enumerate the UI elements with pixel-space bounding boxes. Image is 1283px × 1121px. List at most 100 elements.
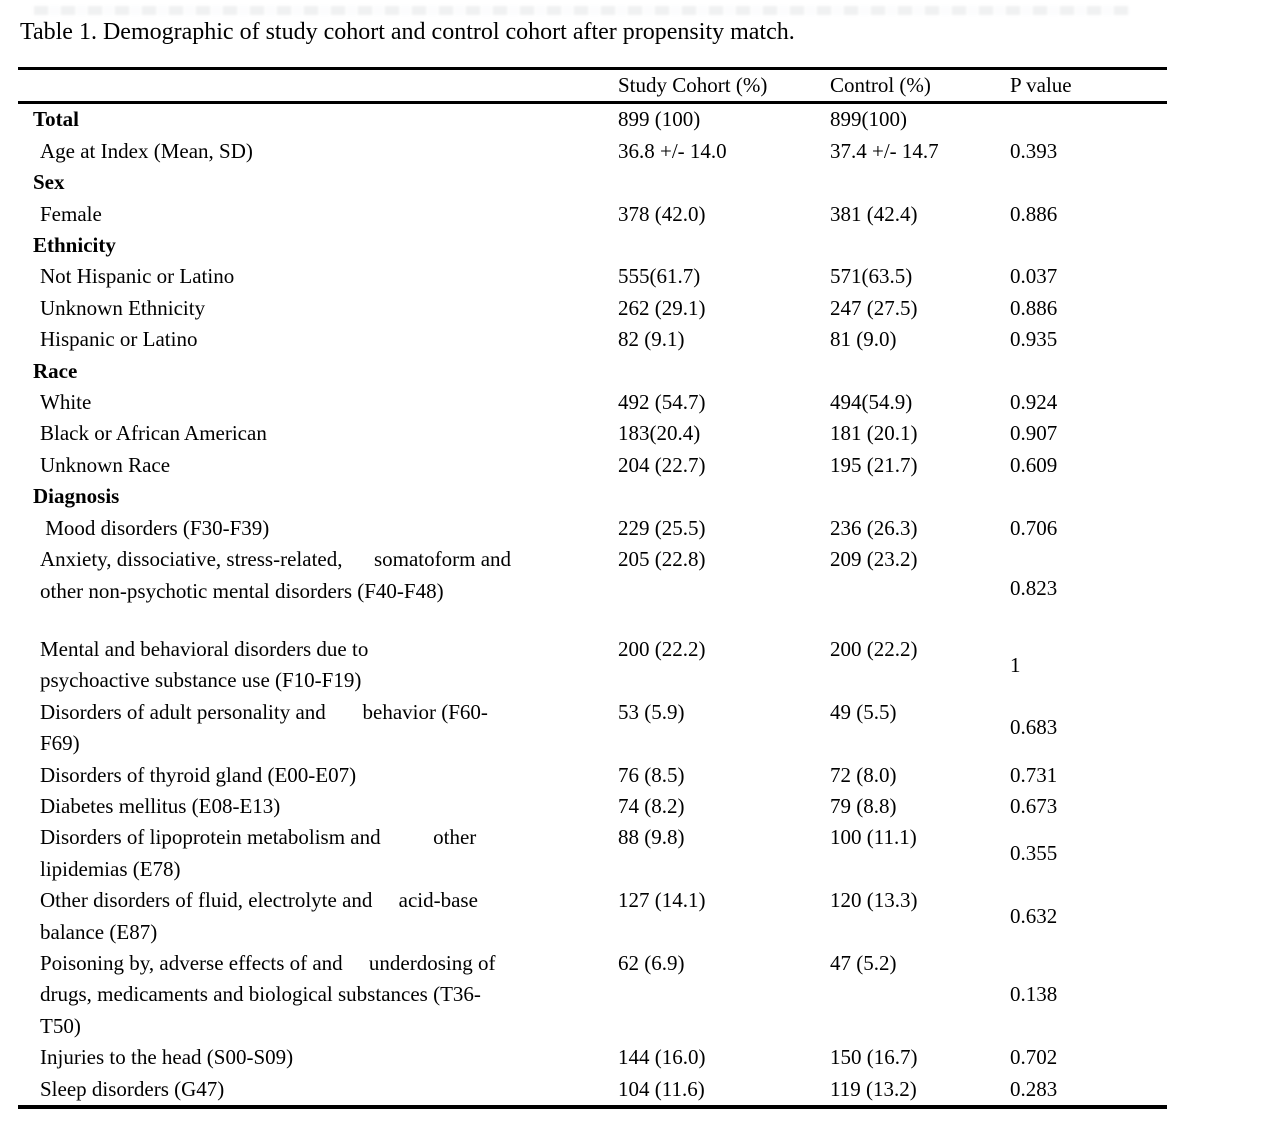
- p-value: 0.609: [1010, 452, 1058, 477]
- p-value: 1: [1010, 652, 1021, 677]
- control-value: 81 (9.0): [830, 327, 897, 352]
- p-value: 0.935: [1010, 327, 1058, 352]
- control-value: 79 (8.8): [830, 793, 897, 818]
- row-label: Mood disorders (F30-F39): [40, 515, 270, 540]
- control-value: 181 (20.1): [830, 421, 918, 446]
- p-value: 0.393: [1010, 138, 1058, 163]
- p-value: 0.886: [1010, 295, 1058, 320]
- table-row: Other disorders of fluid, electrolyte an…: [18, 885, 1167, 948]
- table-row: Disorders of lipoprotein metabolism and …: [18, 822, 1167, 885]
- row-label: White: [40, 390, 92, 415]
- p-value: [1010, 356, 1167, 387]
- row-label: Not Hispanic or Latino: [40, 264, 235, 289]
- table-row: Mood disorders (F30-F39) 229 (25.5) 236 (2…: [18, 513, 1167, 544]
- table-row: Diagnosis: [18, 481, 1167, 512]
- study-value: 74 (8.2): [618, 793, 685, 818]
- table-row: Disorders of adult personality and behav…: [18, 697, 1167, 760]
- table-row: Total 899 (100) 899(100): [18, 103, 1167, 136]
- row-label: Disorders of adult personality and behav…: [40, 699, 488, 756]
- p-value: [1010, 481, 1167, 512]
- table-row: Black or African American 183(20.4) 181 (2…: [18, 418, 1167, 449]
- table-row: Injuries to the head (S00-S09) 144 (16.0)…: [18, 1042, 1167, 1073]
- p-value: 0.673: [1010, 793, 1058, 818]
- p-value: 0.683: [1010, 715, 1058, 740]
- control-value: 47 (5.2): [830, 950, 897, 975]
- study-value: 104 (11.6): [618, 1076, 705, 1101]
- study-value: [618, 230, 830, 261]
- row-label: Disorders of thyroid gland (E00-E07): [40, 762, 357, 787]
- p-value: 0.886: [1010, 201, 1058, 226]
- study-value: [618, 356, 830, 387]
- scan-artifact: [34, 6, 1129, 15]
- row-label: Sex: [33, 170, 65, 195]
- header-p-value: P value: [1010, 73, 1072, 97]
- study-value: 899 (100): [618, 107, 701, 132]
- control-value: 37.4 +/- 14.7: [830, 138, 939, 163]
- study-value: 555(61.7): [618, 264, 701, 289]
- row-label: Unknown Race: [40, 452, 171, 477]
- study-value: 127 (14.1): [618, 888, 706, 913]
- p-value: 0.706: [1010, 515, 1058, 540]
- study-value: 88 (9.8): [618, 825, 685, 850]
- control-value: 200 (22.2): [830, 636, 918, 661]
- row-label: Female: [40, 201, 102, 226]
- table-row: Sleep disorders (G47) 104 (11.6) 119 (13.2…: [18, 1074, 1167, 1107]
- control-value: 571(63.5): [830, 264, 913, 289]
- table-row: Age at Index (Mean, SD) 36.8 +/- 14.0 37.4…: [18, 136, 1167, 167]
- study-value: 229 (25.5): [618, 515, 706, 540]
- p-value: [1010, 103, 1167, 136]
- p-value: 0.138: [1010, 982, 1058, 1007]
- study-value: 200 (22.2): [618, 636, 706, 661]
- table-header: Study Cohort (%) Control (%) P value: [18, 68, 1167, 103]
- row-label: Total: [33, 107, 79, 132]
- table-row: Female 378 (42.0) 381 (42.4) 0.886: [18, 199, 1167, 230]
- table-row: Poisoning by, adverse effects of and und…: [18, 948, 1167, 1042]
- study-value: 144 (16.0): [618, 1045, 706, 1070]
- study-value: 36.8 +/- 14.0: [618, 138, 727, 163]
- study-value: 492 (54.7): [618, 390, 706, 415]
- p-value: [1010, 230, 1167, 261]
- p-value: 0.355: [1010, 841, 1058, 866]
- table-row: Race: [18, 356, 1167, 387]
- p-value: 0.037: [1010, 264, 1058, 289]
- control-value: [830, 230, 1010, 261]
- p-value: 0.632: [1010, 903, 1058, 928]
- row-label: Disorders of lipoprotein metabolism and …: [40, 825, 477, 881]
- study-value: 62 (6.9): [618, 950, 685, 975]
- control-value: 120 (13.3): [830, 888, 918, 913]
- header-control: Control (%): [830, 73, 931, 97]
- control-value: 119 (13.2): [830, 1076, 917, 1101]
- row-label: Anxiety, dissociative, stress-related, s…: [40, 547, 512, 603]
- row-label: Black or African American: [40, 421, 267, 446]
- control-value: 247 (27.5): [830, 295, 918, 320]
- study-value: [618, 167, 830, 198]
- table-row: Not Hispanic or Latino 555(61.7) 571(63.5)…: [18, 261, 1167, 292]
- p-value: 0.731: [1010, 762, 1058, 787]
- study-value: 204 (22.7): [618, 452, 706, 477]
- p-value: 0.283: [1010, 1076, 1058, 1101]
- table-row: Unknown Ethnicity 262 (29.1) 247 (27.5) 0.8…: [18, 293, 1167, 324]
- control-value: 100 (11.1): [830, 825, 917, 850]
- table-row: Anxiety, dissociative, stress-related, s…: [18, 544, 1167, 634]
- study-value: 82 (9.1): [618, 327, 685, 352]
- table-row: Diabetes mellitus (E08-E13) 74 (8.2) 79 (8…: [18, 791, 1167, 822]
- row-label: Ethnicity: [33, 233, 116, 258]
- study-value: 205 (22.8): [618, 547, 706, 572]
- control-value: [830, 356, 1010, 387]
- row-label: Diagnosis: [33, 484, 120, 509]
- p-value: [1010, 167, 1167, 198]
- row-label: Race: [33, 358, 78, 383]
- row-label: Poisoning by, adverse effects of and und…: [40, 950, 496, 1038]
- table-body: Total 899 (100) 899(100) Age at Index (Mean…: [18, 103, 1167, 1107]
- table-row: Disorders of thyroid gland (E00-E07) 76 (…: [18, 760, 1167, 791]
- demographics-table: Study Cohort (%) Control (%) P value Tot…: [18, 67, 1167, 1109]
- control-value: 381 (42.4): [830, 201, 918, 226]
- study-value: 76 (8.5): [618, 762, 685, 787]
- study-value: 183(20.4): [618, 421, 701, 446]
- table-caption: Table 1. Demographic of study cohort and…: [20, 19, 795, 45]
- study-value: 53 (5.9): [618, 699, 685, 724]
- p-value: 0.823: [1010, 576, 1058, 601]
- row-label: Mental and behavioral disorders due to p…: [40, 636, 369, 693]
- control-value: [830, 481, 1010, 512]
- p-value: 0.702: [1010, 1045, 1058, 1070]
